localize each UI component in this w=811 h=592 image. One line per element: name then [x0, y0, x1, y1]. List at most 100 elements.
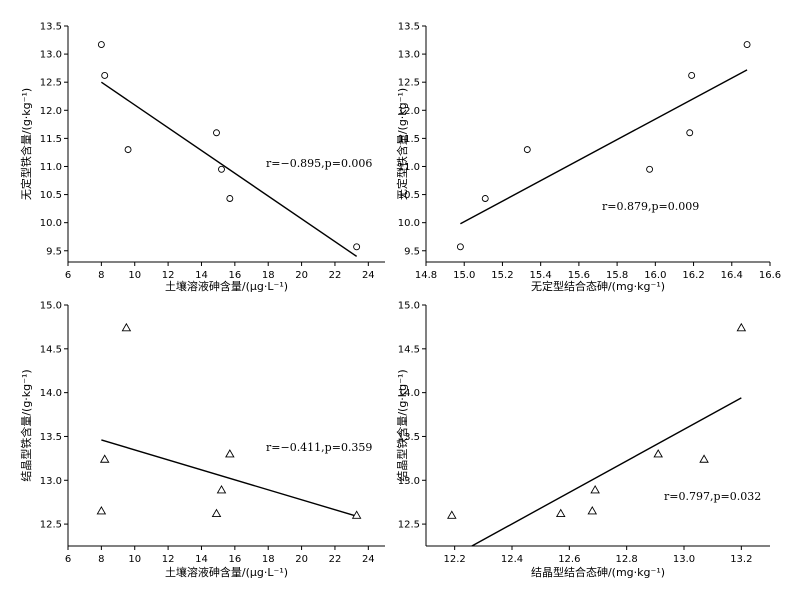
regression-line — [460, 69, 748, 225]
data-point — [523, 146, 531, 154]
x-tick-label: 8 — [98, 554, 104, 565]
regression-line — [100, 81, 358, 257]
data-point — [99, 454, 110, 463]
data-point — [456, 243, 464, 251]
data-point — [699, 454, 709, 463]
data-point — [688, 71, 696, 79]
y-axis-title: 无定型铁含量/(g·kg⁻¹) — [19, 88, 33, 200]
y-tick-label: 14.5 — [398, 344, 420, 355]
x-tick-label: 14 — [195, 270, 208, 281]
x-tick-label: 22 — [329, 554, 342, 565]
data-point — [218, 165, 225, 173]
x-tick-label: 16.4 — [721, 270, 743, 281]
x-tick-label: 24 — [362, 554, 375, 565]
y-tick-label: 11.5 — [40, 134, 62, 145]
chart-panel-1: 6 8 10 12 14 16 18 20 22 24 9.5 10.0 10.5 11.0 11.5 12.… — [19, 22, 385, 293]
data-point — [211, 508, 222, 518]
x-tick-label: 12 — [162, 270, 175, 281]
data-point — [97, 41, 105, 48]
x-tick-label: 14 — [195, 554, 208, 565]
x-tick-label: 16.2 — [682, 270, 704, 281]
y-tick-label: 13.5 — [40, 22, 62, 33]
regression-line — [471, 397, 742, 547]
y-tick-label: 13.5 — [398, 22, 420, 33]
x-tick-label: 12 — [162, 554, 175, 565]
correlation-annotation: r=0.879,p=0.009 — [602, 200, 699, 213]
x-tick-label: 13.0 — [673, 554, 695, 565]
y-tick-label: 13.5 — [398, 432, 420, 443]
y-tick-label: 12.5 — [40, 78, 62, 89]
data-point — [353, 243, 361, 251]
regression-line — [101, 439, 357, 517]
x-tick-label: 16.6 — [759, 270, 781, 281]
x-tick-label: 24 — [362, 270, 375, 281]
y-axis-title: 结晶型铁含量/(g·kg⁻¹) — [19, 369, 33, 481]
y-tick-label: 15.0 — [398, 301, 420, 312]
x-tick-label: 16 — [228, 554, 241, 565]
x-tick-label: 20 — [295, 554, 308, 565]
data-point — [481, 195, 489, 202]
y-tick-label: 13.0 — [398, 50, 420, 61]
y-tick-label: 13.0 — [398, 476, 420, 487]
y-tick-label: 11.0 — [398, 162, 420, 173]
x-tick-label: 12.2 — [444, 554, 466, 565]
data-point — [736, 322, 747, 332]
x-axis-title: 土壤溶液砷含量/(μg·L⁻¹) — [165, 565, 288, 579]
y-tick-label: 10.5 — [398, 190, 420, 201]
x-tick-label: 20 — [295, 270, 308, 281]
y-tick-label: 10.0 — [398, 218, 420, 229]
y-tick-label: 9.5 — [404, 246, 420, 257]
x-tick-label: 12.4 — [501, 554, 523, 565]
y-tick-label: 11.0 — [40, 162, 62, 173]
y-tick-label: 13.5 — [40, 432, 62, 443]
y-tick-label: 14.0 — [398, 388, 420, 399]
y-axis-title: 无定型铁含量/(g·kg⁻¹) — [395, 88, 409, 200]
x-tick-label: 14.8 — [415, 270, 437, 281]
x-tick-label: 18 — [262, 270, 275, 281]
correlation-annotation: r=−0.895,p=0.006 — [266, 157, 372, 170]
data-point — [555, 508, 566, 518]
x-tick-label: 15.4 — [530, 270, 552, 281]
x-tick-label: 10 — [128, 270, 141, 281]
correlation-annotation: r=0.797,p=0.032 — [664, 490, 761, 503]
data-point — [351, 510, 362, 519]
correlation-annotation: r=−0.411,p=0.359 — [266, 441, 372, 454]
x-axis-title: 无定型结合态砷/(mg·kg⁻¹) — [531, 279, 665, 293]
chart-panel-4: 12.2 12.4 12.6 12.8 13.0 13.2 12.5 13.0 13.5 14.0… — [395, 301, 770, 579]
x-tick-label: 18 — [262, 554, 275, 565]
y-tick-label: 12.5 — [398, 78, 420, 89]
y-tick-label: 12.0 — [398, 106, 420, 117]
data-point — [587, 506, 598, 515]
data-point — [590, 485, 600, 494]
y-tick-label: 12.0 — [40, 106, 62, 117]
x-tick-label: 12.8 — [616, 554, 638, 565]
y-tick-label: 10.0 — [40, 218, 62, 229]
x-tick-label: 10 — [128, 554, 141, 565]
data-point — [216, 485, 227, 494]
x-tick-label: 15.2 — [491, 270, 513, 281]
x-tick-label: 16 — [228, 270, 241, 281]
data-point — [225, 449, 235, 458]
x-tick-label: 15.0 — [453, 270, 475, 281]
y-tick-label: 12.5 — [398, 520, 420, 531]
x-tick-label: 8 — [98, 270, 104, 281]
chart-panel-2: 14.8 15.0 15.2 15.4 15.6 15.8 16.0 16.2 16.4 16.6… — [395, 22, 781, 294]
data-point — [213, 129, 220, 137]
x-tick-label: 15.8 — [606, 270, 628, 281]
y-tick-label: 13.0 — [40, 50, 62, 61]
data-point — [96, 506, 107, 515]
data-point — [124, 146, 132, 154]
data-point — [226, 195, 234, 202]
x-tick-label: 6 — [65, 554, 71, 565]
x-tick-label: 16.0 — [644, 270, 666, 281]
data-point — [653, 449, 663, 458]
y-tick-label: 12.5 — [40, 520, 62, 531]
x-tick-label: 13.2 — [730, 554, 752, 565]
x-tick-label: 12.6 — [558, 554, 580, 565]
y-tick-label: 10.5 — [40, 190, 62, 201]
x-tick-label: 22 — [329, 270, 342, 281]
data-point — [686, 129, 694, 137]
data-point — [447, 510, 457, 519]
y-axis-title: 结晶型铁含量/(g·kg⁻¹) — [395, 369, 409, 481]
